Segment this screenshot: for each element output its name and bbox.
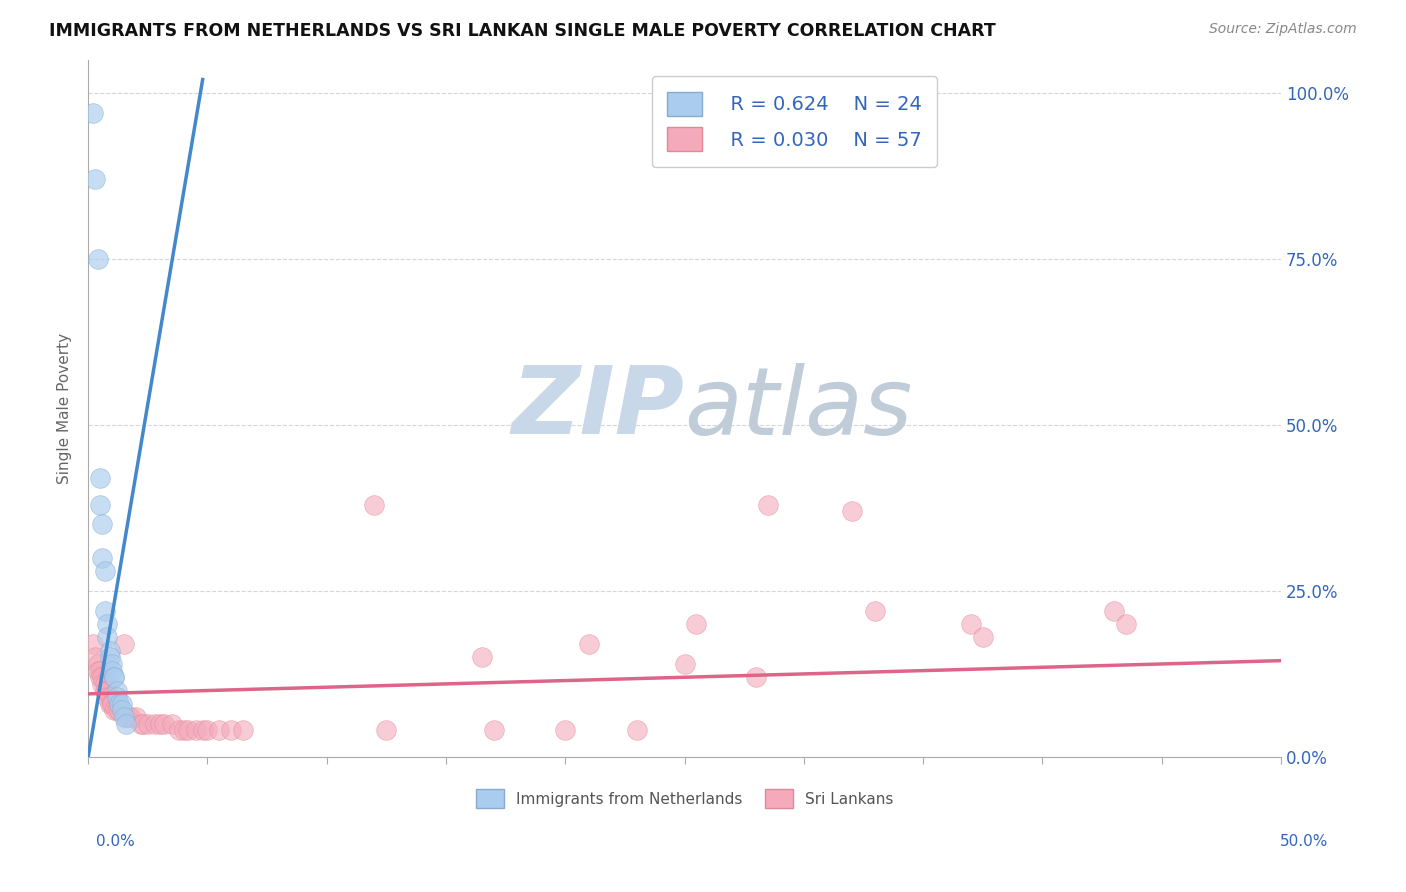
Point — [685, 617, 707, 632]
Point — [108, 697, 131, 711]
Point — [115, 716, 138, 731]
Point — [167, 723, 190, 738]
Point — [482, 723, 505, 738]
Point — [84, 172, 107, 186]
Point — [745, 670, 768, 684]
Point — [132, 716, 155, 731]
Legend: Immigrants from Netherlands, Sri Lankans: Immigrants from Netherlands, Sri Lankans — [468, 781, 901, 815]
Text: IMMIGRANTS FROM NETHERLANDS VS SRI LANKAN SINGLE MALE POVERTY CORRELATION CHART: IMMIGRANTS FROM NETHERLANDS VS SRI LANKA… — [49, 22, 995, 40]
Point — [375, 723, 398, 738]
Point — [184, 723, 207, 738]
Point — [84, 650, 107, 665]
Point — [112, 637, 135, 651]
Point — [96, 617, 118, 632]
Point — [959, 617, 981, 632]
Point — [673, 657, 696, 671]
Point — [101, 664, 124, 678]
Text: 50.0%: 50.0% — [1281, 834, 1329, 849]
Point — [471, 650, 494, 665]
Point — [191, 723, 214, 738]
Point — [208, 723, 231, 738]
Point — [143, 716, 166, 731]
Y-axis label: Single Male Poverty: Single Male Poverty — [58, 333, 72, 483]
Point — [105, 690, 128, 705]
Point — [756, 498, 779, 512]
Point — [101, 697, 124, 711]
Point — [98, 650, 121, 665]
Text: ZIP: ZIP — [512, 362, 685, 454]
Point — [96, 690, 118, 705]
Point — [101, 657, 124, 671]
Text: atlas: atlas — [685, 363, 912, 454]
Point — [125, 710, 148, 724]
Point — [626, 723, 648, 738]
Text: 0.0%: 0.0% — [96, 834, 135, 849]
Point — [91, 677, 114, 691]
Point — [89, 498, 111, 512]
Point — [82, 105, 104, 120]
Point — [197, 723, 219, 738]
Point — [96, 631, 118, 645]
Point — [94, 604, 117, 618]
Point — [86, 664, 108, 678]
Point — [160, 716, 183, 731]
Point — [554, 723, 576, 738]
Point — [177, 723, 200, 738]
Point — [1115, 617, 1137, 632]
Point — [89, 664, 111, 678]
Point — [94, 683, 117, 698]
Point — [89, 670, 111, 684]
Point — [105, 703, 128, 717]
Point — [91, 670, 114, 684]
Point — [86, 657, 108, 671]
Point — [105, 683, 128, 698]
Point — [94, 564, 117, 578]
Point — [86, 252, 108, 266]
Point — [363, 498, 385, 512]
Point — [82, 637, 104, 651]
Point — [101, 697, 124, 711]
Point — [94, 677, 117, 691]
Point — [110, 703, 132, 717]
Point — [112, 710, 135, 724]
Point — [115, 710, 138, 724]
Point — [120, 710, 142, 724]
Point — [153, 716, 176, 731]
Point — [103, 670, 125, 684]
Point — [232, 723, 254, 738]
Text: Source: ZipAtlas.com: Source: ZipAtlas.com — [1209, 22, 1357, 37]
Point — [108, 703, 131, 717]
Point — [118, 710, 141, 724]
Point — [136, 716, 159, 731]
Point — [841, 504, 863, 518]
Point — [103, 670, 125, 684]
Point — [110, 697, 132, 711]
Point — [972, 631, 994, 645]
Point — [91, 550, 114, 565]
Point — [865, 604, 887, 618]
Point — [578, 637, 600, 651]
Point — [98, 690, 121, 705]
Point — [221, 723, 243, 738]
Point — [1102, 604, 1125, 618]
Point — [96, 683, 118, 698]
Point — [129, 716, 152, 731]
Point — [103, 703, 125, 717]
Point — [91, 517, 114, 532]
Point — [98, 697, 121, 711]
Point — [173, 723, 195, 738]
Point — [89, 471, 111, 485]
Point — [98, 643, 121, 657]
Point — [149, 716, 172, 731]
